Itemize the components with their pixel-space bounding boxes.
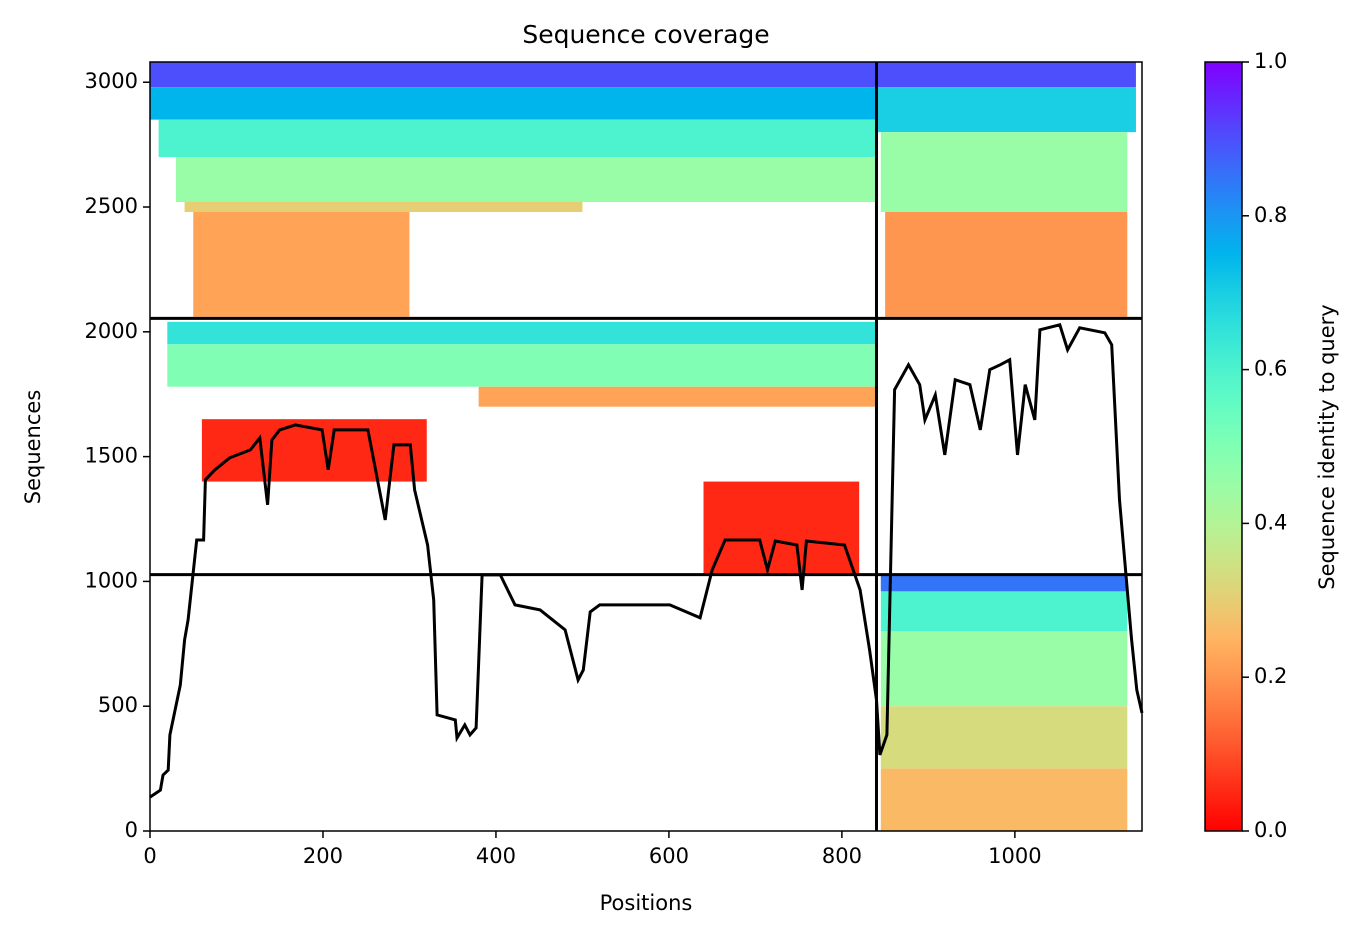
- identity-block: [167, 344, 877, 387]
- x-tick-label: 800: [822, 844, 862, 868]
- colorbar-tick-label: 0.0: [1254, 818, 1287, 842]
- y-tick-label: 2500: [85, 194, 138, 218]
- colorbar-tick-label: 0.8: [1254, 203, 1287, 227]
- y-tick-label: 1000: [85, 568, 138, 592]
- x-tick-label: 200: [303, 844, 343, 868]
- identity-block: [880, 574, 1128, 592]
- y-tick-label: 2000: [85, 319, 138, 343]
- colorbar-label: Sequence identity to query: [1315, 304, 1339, 589]
- colorbar-tick-label: 0.2: [1254, 664, 1287, 688]
- x-tick-label: 400: [476, 844, 516, 868]
- x-axis-label: Positions: [600, 891, 693, 915]
- identity-block: [880, 706, 1128, 769]
- identity-block: [876, 62, 1136, 88]
- identity-block: [150, 87, 877, 120]
- y-tick-label: 1500: [85, 444, 138, 468]
- identity-block: [880, 631, 1128, 707]
- colorbar-tick-label: 1.0: [1254, 49, 1287, 73]
- y-axis-label: Sequences: [21, 390, 45, 505]
- colorbar-tick-label: 0.4: [1254, 510, 1287, 534]
- identity-block: [880, 591, 1128, 632]
- identity-block: [193, 212, 410, 317]
- x-tick-label: 1000: [988, 844, 1041, 868]
- y-tick-label: 3000: [85, 69, 138, 93]
- identity-block: [885, 212, 1128, 317]
- identity-block: [703, 481, 860, 575]
- identity-block: [175, 157, 877, 203]
- identity-block: [880, 132, 1128, 213]
- identity-block: [150, 62, 877, 88]
- colorbar-tick-label: 0.6: [1254, 357, 1287, 381]
- identity-block: [158, 119, 877, 158]
- colorbar: [1204, 61, 1243, 832]
- plot-frame: [149, 61, 1143, 832]
- chart-title: Sequence coverage: [522, 20, 769, 49]
- x-tick-label: 600: [649, 844, 689, 868]
- identity-block: [184, 202, 583, 213]
- identity-block: [880, 768, 1128, 831]
- coverage-line: [149, 322, 1144, 799]
- x-tick-label: 0: [143, 844, 156, 868]
- identity-block: [876, 87, 1136, 133]
- y-tick-label: 0: [125, 818, 138, 842]
- identity-block: [167, 321, 877, 345]
- y-tick-label: 500: [98, 693, 138, 717]
- identity-block: [478, 386, 877, 407]
